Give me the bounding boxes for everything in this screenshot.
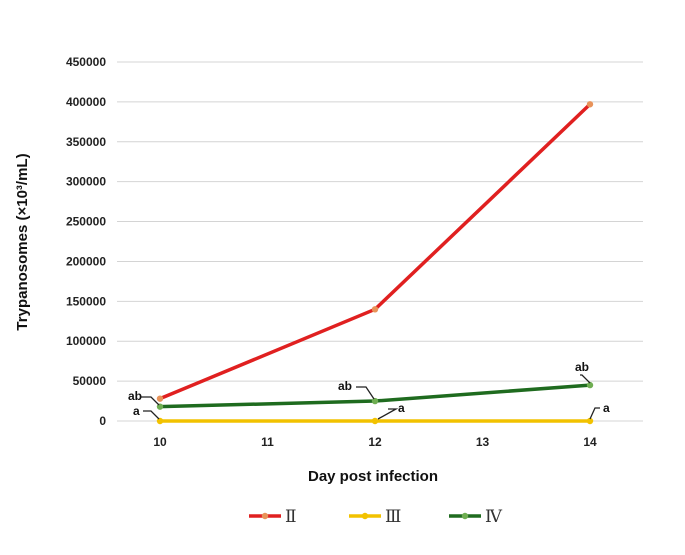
data-point [371,397,379,405]
y-tick-label: 50000 [73,374,107,388]
gridlines [117,61,643,422]
annotation-leader [377,408,399,420]
annotation-label: ab [338,379,352,393]
x-tick-label: 14 [583,435,597,449]
series-line [158,102,592,401]
y-tick-label: 100000 [66,334,106,348]
y-tick-label: 150000 [66,294,106,308]
annotation-leader [143,410,160,420]
x-tick-labels: 10 11 12 13 14 [153,435,597,449]
data-point [156,395,164,402]
y-tick-label: 250000 [66,215,106,229]
legend-label: Ⅱ [285,507,297,526]
y-tick-labels: 0 50000 100000 150000 200000 250000 300000 3500… [66,55,106,428]
legend: Ⅱ Ⅲ Ⅳ [249,507,503,526]
y-tick-label: 300000 [66,175,106,189]
data-point [586,417,594,425]
y-tick-label: 200000 [66,254,106,268]
x-tick-label: 13 [476,435,490,449]
data-point [371,417,379,425]
annotation-label: a [133,404,140,418]
x-tick-label: 12 [368,435,382,449]
y-tick-label: 450000 [66,55,106,69]
legend-marker [361,512,369,520]
annotation-label: ab [575,360,589,374]
data-point [586,381,594,389]
annotation-leader [356,386,375,400]
legend-marker [261,512,269,520]
data-point [586,101,594,108]
x-tick-label: 10 [153,435,167,449]
series-lines [156,101,594,425]
y-tick-label: 400000 [66,95,106,109]
legend-marker [461,512,469,520]
y-tick-label: 0 [99,414,106,428]
data-point [371,306,379,313]
data-point [156,417,164,425]
y-axis-title: Trypanosomes (×10³/mL) [14,153,31,330]
x-tick-label: 11 [261,435,274,449]
annotation-label: a [398,401,405,415]
annotation-leader [580,374,591,384]
annotation-leader [589,407,600,420]
x-axis-title: Day post infection [308,468,438,485]
annotation-leader [141,396,160,406]
annotation-label: ab [128,389,142,403]
y-tick-label: 350000 [66,135,106,149]
annotation-label: a [603,401,610,415]
legend-label: Ⅳ [485,507,503,526]
legend-label: Ⅲ [385,507,401,526]
